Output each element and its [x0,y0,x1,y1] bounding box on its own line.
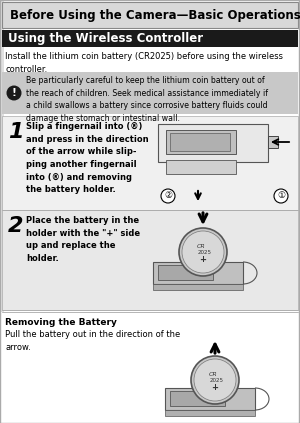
Bar [2,2,298,28]
Bar [165,410,255,416]
Text: +: + [200,255,206,264]
Text: Removing the Battery: Removing the Battery [5,318,117,327]
Bar [2,30,298,47]
Bar [2,210,298,310]
Bar [0,312,300,423]
Text: CR: CR [208,373,217,377]
Circle shape [182,231,224,273]
Text: Be particularly careful to keep the lithium coin battery out of
the reach of chi: Be particularly careful to keep the lith… [26,76,268,123]
Text: Pull the battery out in the direction of the
arrow.: Pull the battery out in the direction of… [5,330,180,352]
Text: CR: CR [196,244,206,250]
Circle shape [194,359,236,401]
Circle shape [179,228,227,276]
Text: 2025: 2025 [198,250,212,255]
Bar [166,130,236,154]
Circle shape [7,85,22,101]
Circle shape [274,189,288,203]
Text: !: ! [12,88,16,99]
Text: +: + [212,384,218,393]
Bar [2,116,298,210]
Text: Slip a fingernail into (®)
and press in the direction
of the arrow while slip-
p: Slip a fingernail into (®) and press in … [26,122,148,194]
Text: Install the lithium coin battery (CR2025) before using the wireless
controller.: Install the lithium coin battery (CR2025… [5,52,283,74]
Bar [268,136,278,148]
Circle shape [161,189,175,203]
Bar [2,72,298,114]
Text: ①: ① [277,192,285,201]
Bar [153,262,243,284]
Text: Using the Wireless Controller: Using the Wireless Controller [8,32,203,45]
Circle shape [191,356,239,404]
Bar [153,284,243,290]
Bar [0,0,4,423]
Bar [158,124,268,162]
Text: 2025: 2025 [210,379,224,384]
Bar [165,388,255,410]
Bar [158,265,213,280]
Text: Before Using the Camera—Basic Operations: Before Using the Camera—Basic Operations [10,8,300,22]
Text: 1: 1 [8,122,23,142]
Bar [166,160,236,174]
Text: Place the battery in the
holder with the "+" side
up and replace the
holder.: Place the battery in the holder with the… [26,216,140,263]
Bar [170,391,225,406]
Text: ②: ② [164,192,172,201]
Bar [170,133,230,151]
Text: 2: 2 [8,216,23,236]
